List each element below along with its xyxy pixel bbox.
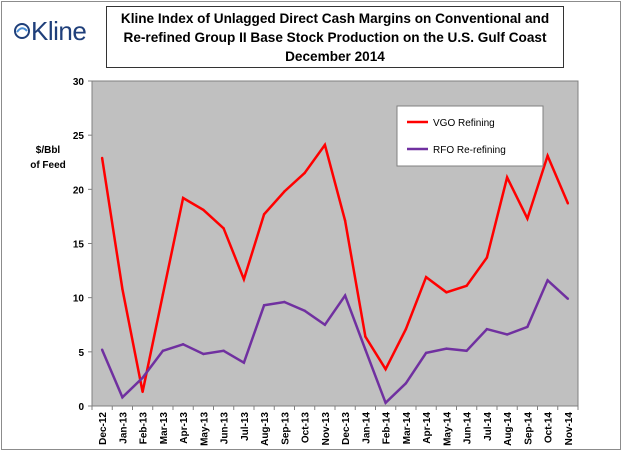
data-point-vgo (424, 275, 428, 279)
kline-logo-icon (14, 23, 30, 40)
data-point-vgo (323, 143, 327, 147)
data-point-rfo (303, 309, 306, 312)
x-tick-label: Mar-13 (159, 412, 170, 445)
data-point-rfo (445, 347, 448, 350)
y-tick-label: 5 (78, 348, 84, 359)
kline-logo-text: Kline (31, 16, 87, 46)
x-tick-label: Oct-13 (301, 412, 312, 444)
data-point-vgo (121, 287, 124, 291)
x-tick-label: Sep-13 (280, 412, 291, 445)
data-point-vgo (526, 217, 529, 220)
data-point-rfo (566, 297, 570, 300)
x-tick-label: May-14 (442, 412, 453, 446)
data-point-rfo (364, 348, 367, 351)
data-point-rfo (404, 382, 408, 385)
y-tick-label: 30 (73, 77, 85, 88)
data-point-vgo (222, 227, 225, 230)
data-point-vgo (465, 284, 468, 287)
x-axis: Dec-12 Jan-13 Feb-13 Mar-13 Apr-13 May-13 Jun-… (91, 405, 579, 446)
x-tick-label: Jul-14 (483, 412, 494, 441)
data-point-rfo (121, 396, 124, 399)
x-tick-label: Jul-13 (240, 412, 251, 441)
chart-title-line-1: Kline Index of Unlagged Direct Cash Marg… (120, 11, 550, 26)
legend-label-vgo: VGO Refining (433, 118, 495, 129)
x-tick-label: Nov-13 (321, 412, 332, 446)
x-tick-label: Aug-13 (260, 412, 271, 446)
data-point-vgo (242, 278, 246, 281)
chart-title-line-3: December 2014 (285, 49, 385, 64)
y-axis: 0 5 10 15 20 25 30 (73, 77, 93, 413)
data-point-vgo (485, 256, 489, 259)
data-point-rfo (181, 343, 185, 346)
chart-title-line-2: Re-refined Group II Base Stock Productio… (123, 30, 547, 45)
data-point-rfo (485, 327, 489, 331)
data-point-vgo (262, 213, 266, 216)
x-tick-label: Apr-14 (422, 412, 433, 444)
x-tick-label: Apr-13 (179, 412, 190, 444)
data-point-rfo (424, 351, 428, 355)
data-point-rfo (283, 300, 286, 304)
data-point-vgo (343, 219, 347, 222)
data-point-vgo (202, 208, 205, 212)
x-tick-label: Dec-13 (341, 412, 352, 445)
data-point-rfo (526, 325, 529, 329)
legend-label-rfo: RFO Re-refining (433, 145, 506, 156)
data-point-rfo (100, 348, 104, 351)
kline-logo: Kline (14, 16, 87, 50)
x-tick-label: Mar-14 (402, 412, 413, 445)
y-tick-label: 20 (73, 185, 85, 196)
data-point-rfo (242, 361, 246, 364)
x-tick-label: Sep-14 (523, 412, 534, 445)
data-point-rfo (465, 349, 468, 352)
series-line-rfo (100, 278, 569, 406)
x-tick-label: Jun-14 (463, 412, 474, 445)
data-point-vgo (181, 196, 185, 200)
series-line-vgo (100, 142, 570, 393)
y-axis-label-line-2: of Feed (30, 160, 66, 171)
legend-box (396, 105, 544, 167)
data-point-vgo (505, 176, 509, 179)
y-tick-label: 15 (73, 240, 85, 251)
x-tick-label: Jan-14 (361, 412, 372, 444)
y-axis-label-line-1: $/Bbl (36, 145, 61, 156)
data-point-vgo (566, 202, 570, 205)
data-point-rfo (161, 349, 165, 352)
data-point-vgo (546, 154, 549, 157)
x-tick-label: Aug-14 (503, 412, 514, 446)
data-point-vgo (384, 367, 387, 371)
x-tick-label: Nov-14 (564, 412, 575, 446)
data-point-rfo (546, 279, 549, 282)
y-tick-label: 0 (78, 402, 84, 413)
data-point-vgo (283, 190, 286, 193)
data-point-vgo (141, 390, 144, 394)
x-tick-label: Jun-13 (220, 412, 231, 445)
data-point-vgo (303, 171, 306, 175)
data-point-vgo (100, 156, 104, 160)
x-tick-label: Oct-14 (544, 412, 555, 444)
data-point-rfo (384, 401, 387, 404)
x-tick-label: May-13 (199, 412, 210, 446)
data-point-rfo (262, 304, 266, 307)
series-layer (100, 142, 570, 406)
y-tick-label: 10 (73, 294, 85, 305)
data-point-rfo (202, 352, 205, 356)
y-tick-label: 25 (73, 131, 85, 142)
data-point-vgo (445, 291, 448, 294)
x-tick-label: Feb-14 (382, 412, 393, 445)
data-point-rfo (222, 349, 225, 352)
data-point-vgo (364, 335, 367, 338)
data-point-vgo (161, 293, 165, 296)
data-point-rfo (141, 376, 144, 380)
data-point-rfo (343, 294, 347, 297)
chart-title: Kline Index of Unlagged Direct Cash Marg… (106, 6, 564, 68)
data-point-rfo (323, 323, 327, 326)
x-tick-label: Feb-13 (139, 412, 150, 445)
data-point-vgo (404, 327, 408, 331)
legend: VGO Refining RFO Re-refining (396, 105, 544, 167)
data-point-rfo (505, 333, 509, 336)
x-tick-label: Dec-12 (98, 412, 109, 445)
x-tick-label: Jan-13 (118, 412, 129, 444)
